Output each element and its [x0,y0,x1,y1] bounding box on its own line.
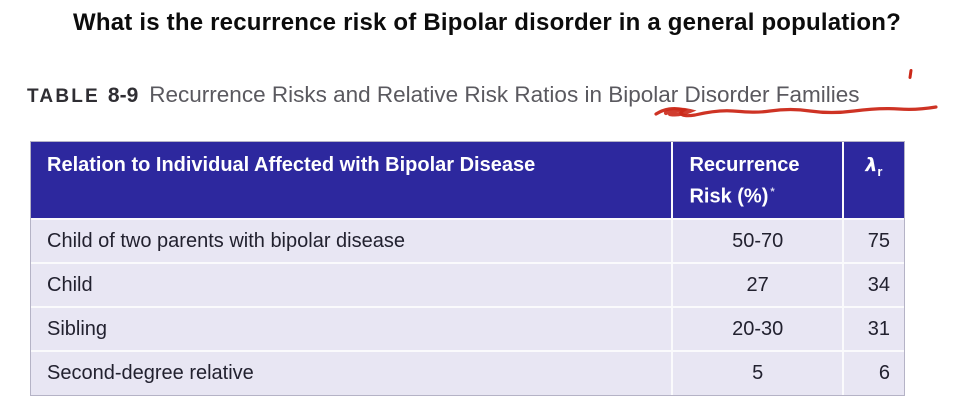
cell-recurrence-risk: 27 [671,261,843,307]
red-tick-annotation [908,68,913,80]
cell-lambda: 75 [841,217,904,263]
cell-recurrence-risk: 5 [671,349,843,395]
table-caption-number: 8-9 [107,84,139,107]
table-header-row: Relation to Individual Affected with Bip… [31,142,904,219]
table-row: Sibling 20-30 31 [31,305,904,351]
recurrence-risk-table: Relation to Individual Affected with Bip… [30,141,905,396]
header-recurrence-risk: Recurrence Risk (%) * [671,142,843,219]
header-recurrence-line1: Recurrence [689,154,800,176]
table-caption: TABLE 8-9 Recurrence Risks and Relative Ri… [27,82,860,108]
header-recurrence-line2-text: Risk (%) [689,185,769,208]
cell-lambda: 6 [841,349,904,395]
cell-recurrence-risk: 20-30 [671,305,843,351]
footnote-asterisk: * [770,186,775,198]
cell-lambda: 34 [841,261,904,307]
header-lambda: λr [841,142,904,219]
red-underline-annotation [654,105,938,118]
cell-relation: Child of two parents with bipolar diseas… [31,217,673,263]
header-relation: Relation to Individual Affected with Bip… [31,142,673,219]
cell-recurrence-risk: 50-70 [671,217,843,263]
table-8-9: Relation to Individual Affected with Bip… [31,142,904,395]
lambda-symbol: λ [865,154,878,176]
lambda-subscript: r [877,164,883,179]
page-title: What is the recurrence risk of Bipolar d… [73,9,901,36]
cell-relation: Second-degree relative [31,349,673,395]
header-recurrence-line2: Risk (%) * [689,179,829,211]
table-caption-label: TABLE [27,86,100,107]
table-row: Second-degree relative 5 6 [31,349,904,395]
table-row: Child 27 34 [31,261,904,307]
cell-lambda: 31 [841,305,904,351]
table-caption-text: Recurrence Risks and Relative Risk Ratio… [149,82,860,107]
cell-relation: Sibling [31,305,673,351]
cell-relation: Child [31,261,673,307]
table-row: Child of two parents with bipolar diseas… [31,217,904,263]
